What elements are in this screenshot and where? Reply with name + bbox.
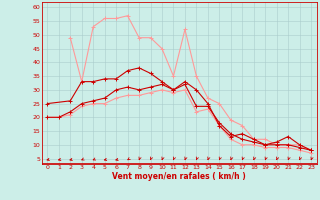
X-axis label: Vent moyen/en rafales ( km/h ): Vent moyen/en rafales ( km/h ) [112,172,246,181]
